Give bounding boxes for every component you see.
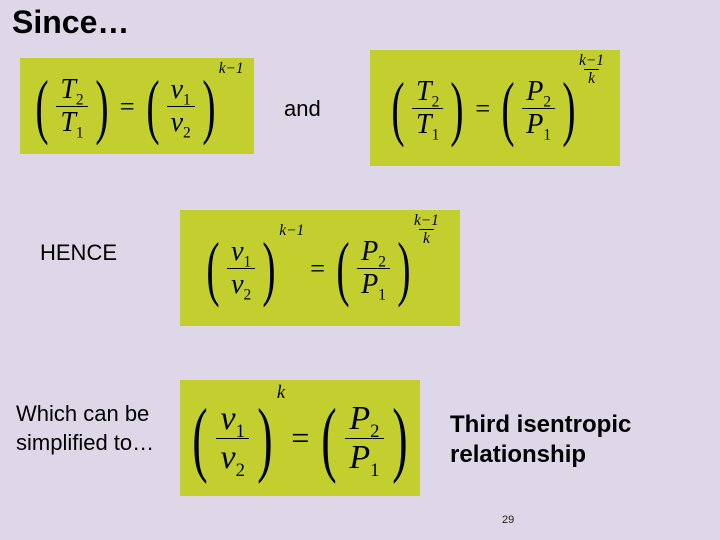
result-line2: relationship	[450, 441, 586, 468]
and-label: and	[284, 96, 321, 122]
page-number: 29	[502, 514, 514, 526]
hence-label: HENCE	[40, 240, 117, 266]
simplified-line1: Which can be	[16, 401, 149, 426]
result-label: Third isentropic relationship	[450, 410, 631, 470]
equation-2: (T2T1)=(P2P1)k−1k	[370, 50, 620, 166]
equation-1: (T2T1)=(v1v2)k−1	[20, 58, 254, 154]
equation-4: (v1v2)k=(P2P1)	[180, 380, 420, 496]
simplified-line2: simplified to…	[16, 430, 154, 455]
simplified-label: Which can be simplified to…	[16, 400, 154, 457]
slide-title: Since…	[12, 4, 129, 41]
result-line1: Third isentropic	[450, 411, 631, 438]
equation-3: (v1v2)k−1=(P2P1)k−1k	[180, 210, 460, 326]
